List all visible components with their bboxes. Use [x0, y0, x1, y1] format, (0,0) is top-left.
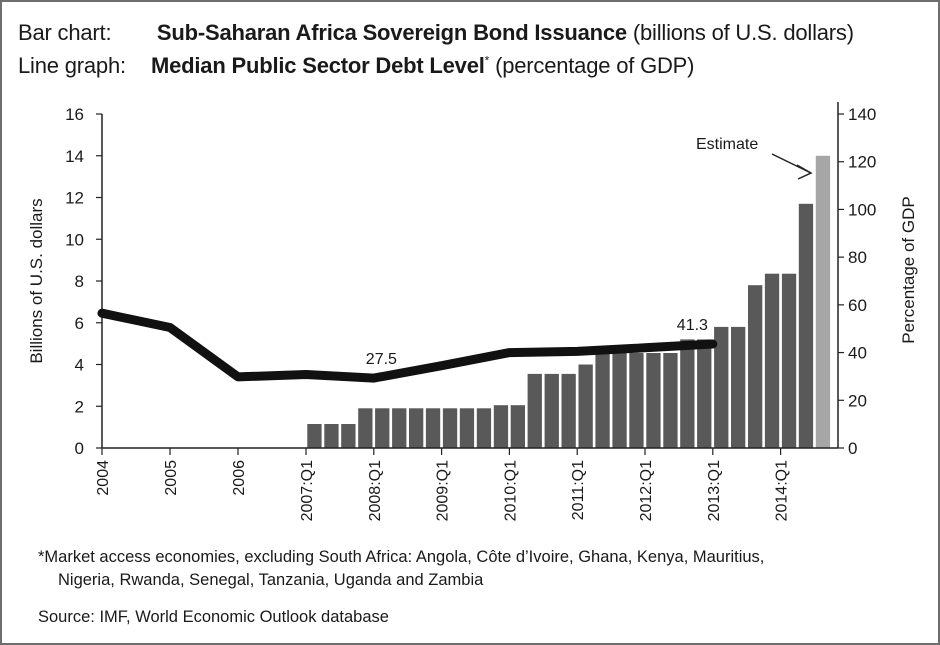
bar-chart-series-title: Sub-Saharan Africa Sovereign Bond Issuan… — [156, 20, 627, 45]
bar-2009:Q2 — [459, 408, 475, 448]
left-tick-label-14: 14 — [65, 147, 84, 166]
bar-2009:Q3 — [476, 408, 492, 448]
right-tick-label-140: 140 — [848, 105, 876, 124]
right-tick-label-0: 0 — [848, 439, 857, 458]
bar-2014:Q2 — [798, 203, 814, 448]
bar-2012:Q1 — [646, 353, 661, 448]
right-tick-label-60: 60 — [848, 296, 867, 315]
bar-2008:Q1 — [375, 408, 390, 448]
bar-chart-title: Bar chart: Sub-Saharan Africa Sovereign … — [18, 20, 854, 46]
right-tick-label-80: 80 — [848, 248, 867, 267]
x-tick-label-2010:Q1: 2010:Q1 — [502, 460, 519, 521]
debt-line — [97, 308, 718, 383]
left-tick-label-2: 2 — [75, 397, 84, 416]
left-tick-label-8: 8 — [75, 272, 84, 291]
bar-2009:Q4 — [493, 405, 509, 448]
estimate-arrow-head — [796, 164, 813, 180]
right-tick-label-20: 20 — [848, 391, 867, 410]
right-tick-label-120: 120 — [848, 153, 876, 172]
bar-2008:Q4 — [425, 408, 441, 448]
x-tick-label-2014:Q1: 2014:Q1 — [774, 460, 791, 521]
footnote-line-2: Nigeria, Rwanda, Senegal, Tanzania, Ugan… — [58, 571, 484, 589]
bar-2009:Q1 — [442, 408, 458, 448]
left-tick-label-16: 16 — [65, 105, 84, 124]
line-label-41.3: 41.3 — [677, 317, 708, 334]
bar-2013:Q1 — [714, 326, 729, 448]
x-tick-label-2009:Q1: 2009:Q1 — [435, 460, 452, 521]
bar-2010:Q2 — [527, 373, 542, 448]
line-label-27.5: 27.5 — [366, 351, 397, 368]
bar-2014:Q1 — [781, 273, 797, 448]
bar-2007:Q4 — [358, 408, 373, 448]
left-tick-label-12: 12 — [65, 189, 84, 208]
bar-2007:Q3 — [341, 424, 356, 448]
left-tick-label-6: 6 — [75, 314, 84, 333]
bar-2013:Q3 — [748, 285, 763, 448]
x-tick-label-2008:Q1: 2008:Q1 — [367, 460, 384, 521]
line-graph-title: Line graph: Median Public Sector Debt Lev… — [18, 53, 694, 79]
combo-chart: 0 2 4 6 8 10 12 14 16 0 20 40 60 80 100 120 140 2004 2005 2… — [27, 102, 918, 521]
right-axis-title: Percentage of GDP — [899, 196, 918, 343]
x-tick-label-2005: 2005 — [163, 460, 180, 496]
bar-2008:Q3 — [409, 408, 424, 448]
x-tick-label-2004: 2004 — [95, 460, 112, 496]
bar-chart-unit: (billions of U.S. dollars) — [632, 20, 854, 45]
x-tick-label-2013:Q1: 2013:Q1 — [706, 460, 723, 521]
estimate-annotation: Estimate — [696, 136, 758, 153]
footnote-marker: * — [484, 53, 490, 68]
x-tick-label-2012:Q1: 2012:Q1 — [638, 460, 655, 521]
bar-2007:Q1 — [307, 424, 322, 448]
bar-2011:Q1 — [578, 364, 593, 448]
bar-2013:Q4 — [764, 273, 780, 448]
bar-2011:Q2 — [595, 353, 610, 448]
bar-2010:Q1 — [510, 405, 525, 448]
left-axis-title: Billions of U.S. dollars — [27, 198, 46, 363]
footnote-line-1: *Market access economies, excluding Sout… — [38, 548, 765, 566]
x-tick-label-2006: 2006 — [231, 460, 248, 496]
line-graph-prefix: Line graph: — [18, 53, 126, 78]
x-tick-label-2011:Q1: 2011:Q1 — [570, 460, 587, 520]
left-tick-label-0: 0 — [75, 439, 84, 458]
left-tick-label-4: 4 — [75, 356, 84, 375]
bar-2010:Q4 — [561, 373, 576, 448]
bar-2012:Q2 — [663, 353, 678, 448]
bar-2013:Q2 — [731, 326, 746, 448]
bar-2012:Q4 — [697, 339, 712, 448]
bar-2012:Q3 — [680, 339, 695, 448]
source-note: Source: IMF, World Economic Outlook data… — [38, 608, 389, 626]
bar-2007:Q2 — [324, 424, 339, 448]
x-tick-label-2007:Q1: 2007:Q1 — [299, 460, 316, 521]
line-graph-series-title: Median Public Sector Debt Level — [151, 53, 485, 78]
bar-2011:Q3 — [612, 353, 627, 448]
bar-2014:Q3 — [815, 155, 831, 449]
bar-2011:Q4 — [629, 353, 644, 448]
bar-2008:Q2 — [392, 408, 407, 448]
line-graph-unit: (percentage of GDP) — [495, 53, 695, 78]
left-tick-label-10: 10 — [65, 230, 84, 249]
bar-2010:Q3 — [544, 373, 559, 448]
bar-chart-prefix: Bar chart: — [18, 20, 112, 45]
right-tick-label-40: 40 — [848, 344, 867, 363]
right-tick-label-100: 100 — [848, 200, 876, 219]
